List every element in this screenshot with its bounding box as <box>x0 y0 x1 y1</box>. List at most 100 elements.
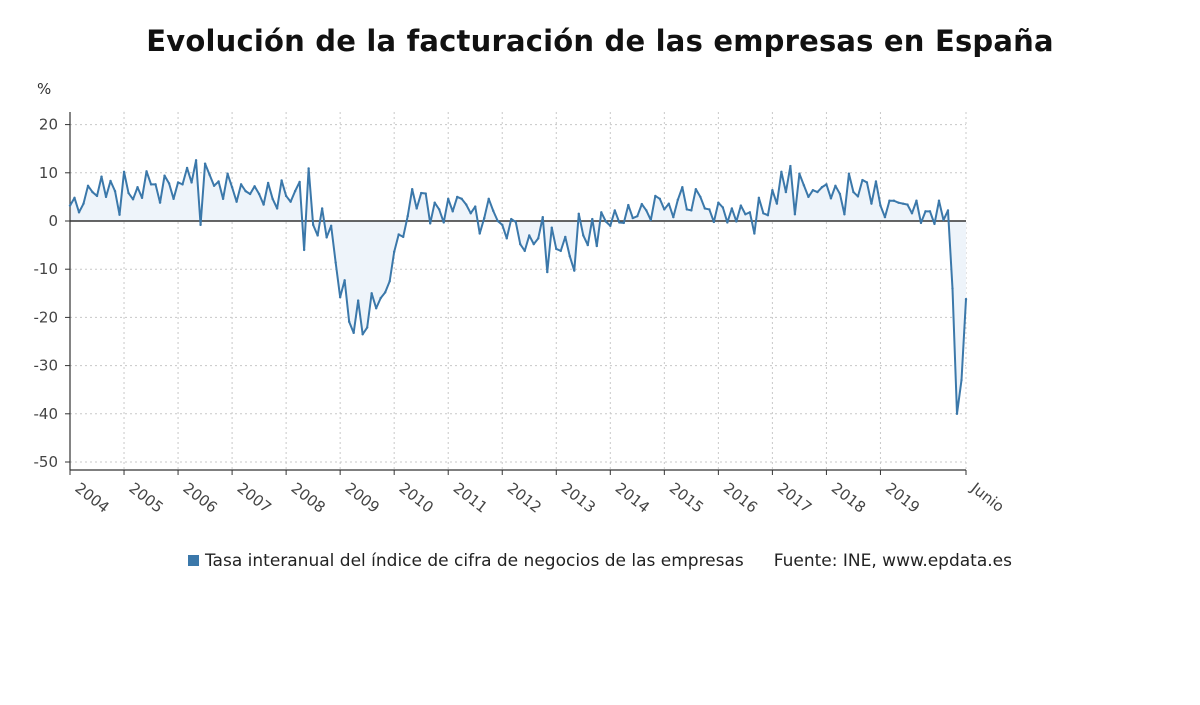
y-tick-label: -20 <box>34 308 59 326</box>
data-point <box>577 212 580 215</box>
data-point <box>537 237 540 240</box>
data-point <box>302 248 306 252</box>
data-point <box>469 212 472 215</box>
data-point <box>528 234 531 237</box>
data-point <box>649 218 653 222</box>
data-point <box>226 172 229 175</box>
data-point <box>496 219 499 223</box>
data-point <box>802 184 806 187</box>
data-point <box>546 270 549 274</box>
data-point <box>573 269 576 272</box>
data-point <box>919 221 923 225</box>
data-point <box>415 207 418 210</box>
data-point <box>645 209 648 212</box>
data-point <box>550 226 553 229</box>
data-point <box>460 197 463 201</box>
data-point <box>915 199 918 202</box>
data-point <box>942 218 945 222</box>
data-point <box>271 197 274 201</box>
data-point <box>672 215 675 219</box>
data-point <box>726 221 729 224</box>
data-point <box>604 220 607 223</box>
data-point <box>501 223 504 227</box>
data-point <box>775 202 779 205</box>
data-point <box>442 221 445 224</box>
data-point <box>834 184 837 188</box>
data-point <box>456 195 459 199</box>
data-point <box>933 222 936 226</box>
axis-layer <box>65 112 967 475</box>
y-tick-label: -30 <box>34 357 59 375</box>
data-point <box>663 208 666 211</box>
data-point <box>221 197 225 201</box>
data-point <box>82 202 85 205</box>
data-point <box>600 211 603 214</box>
grid-layer <box>70 112 967 470</box>
data-point <box>365 326 369 329</box>
data-point <box>410 187 414 191</box>
data-point <box>361 333 364 336</box>
data-point <box>492 209 495 213</box>
data-point <box>618 221 621 224</box>
data-point <box>730 207 734 210</box>
data-point <box>717 201 720 204</box>
data-point <box>861 178 864 182</box>
data-point <box>748 211 752 214</box>
data-point <box>95 194 99 198</box>
data-point <box>924 210 927 213</box>
data-point <box>744 213 747 216</box>
x-tick-label: 2010 <box>396 479 437 517</box>
data-point <box>888 199 891 202</box>
data-point <box>275 207 279 210</box>
data-point <box>654 194 657 198</box>
data-point <box>379 296 382 300</box>
data-point <box>239 183 243 186</box>
data-point <box>892 199 896 202</box>
data-point <box>883 215 887 219</box>
data-point <box>230 186 234 189</box>
data-point <box>154 183 157 186</box>
data-point <box>311 223 315 227</box>
data-point <box>910 212 914 215</box>
data-point <box>708 208 711 211</box>
data-point <box>852 190 855 194</box>
data-point <box>901 202 905 205</box>
x-tick-label: 2019 <box>882 479 923 517</box>
data-point <box>627 203 630 207</box>
data-point <box>343 279 346 282</box>
data-point <box>320 207 324 210</box>
data-point <box>951 287 954 290</box>
data-point <box>865 181 869 184</box>
data-point <box>591 217 594 221</box>
data-point <box>199 223 202 227</box>
data-point <box>397 233 400 236</box>
data-point <box>906 203 909 206</box>
data-point <box>555 247 558 251</box>
data-point <box>816 190 819 194</box>
data-point <box>100 175 103 178</box>
data-point <box>338 295 342 299</box>
data-point <box>289 200 292 203</box>
data-point <box>370 292 373 295</box>
data-point <box>401 235 405 239</box>
data-point <box>176 181 180 184</box>
data-point <box>131 198 135 201</box>
data-point <box>140 196 144 200</box>
data-point <box>293 189 297 193</box>
data-point <box>811 188 815 192</box>
data-point <box>825 183 828 186</box>
x-tick-label: 2008 <box>288 479 329 517</box>
data-point <box>820 186 824 189</box>
data-point <box>928 210 932 213</box>
data-point <box>68 204 72 207</box>
data-point <box>532 242 535 246</box>
data-point <box>564 235 567 239</box>
data-point <box>185 166 189 170</box>
x-tick-label: 2011 <box>450 479 491 517</box>
data-point <box>316 234 319 237</box>
data-point <box>158 201 162 204</box>
data-point <box>465 203 468 206</box>
data-point <box>739 204 743 207</box>
data-point <box>163 174 166 177</box>
